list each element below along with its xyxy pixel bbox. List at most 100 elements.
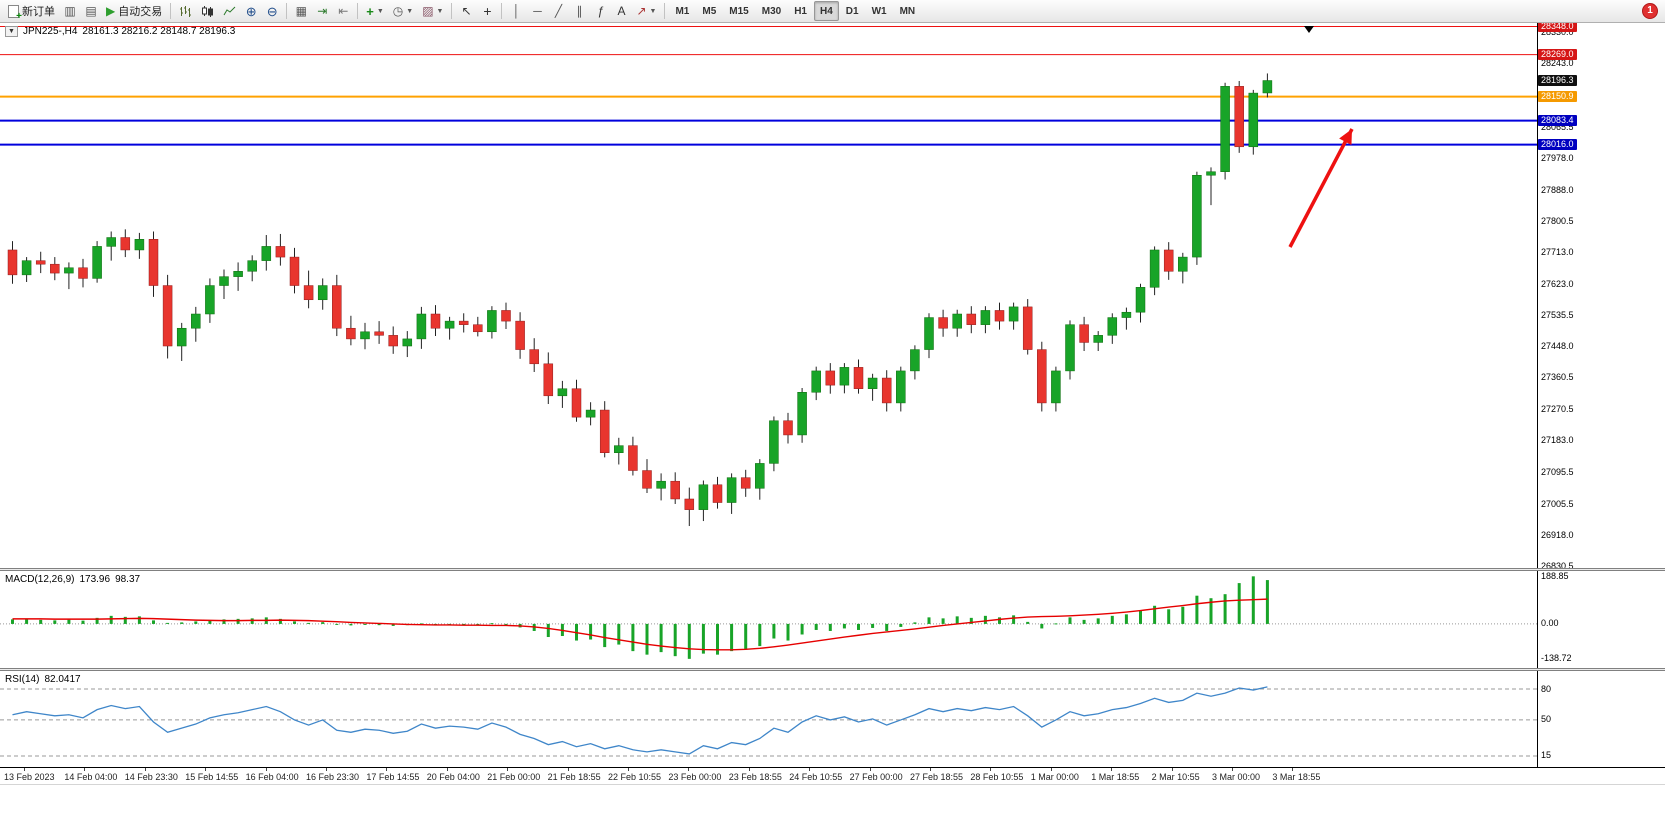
time-axis-label: 27 Feb 00:00 [849, 772, 903, 782]
fibonacci-button[interactable]: ƒ [590, 1, 610, 21]
macd-signal-value: 98.37 [115, 574, 141, 585]
time-axis-tick [446, 768, 448, 771]
cursor-button[interactable]: ↖ [456, 1, 476, 21]
time-axis[interactable]: 13 Feb 2023 14 Feb 04:00 14 Feb 23:30 15 Fe… [0, 767, 1665, 785]
time-axis-tick [1292, 768, 1294, 771]
autotrading-label: 自动交易 [118, 6, 163, 18]
market-watch-button[interactable]: ▥ [60, 1, 80, 21]
macd-header: MACD(12,26,9) 173.96 98.37 [5, 574, 140, 585]
macd-name: MACD(12,26,9) [5, 574, 75, 585]
cursor-icon: ↖ [461, 4, 472, 18]
new-order-button[interactable]: 新订单 [4, 1, 59, 22]
channel-icon: ∥ [576, 4, 583, 18]
macd-svg[interactable] [0, 571, 1537, 668]
timeframe-h4-button[interactable]: H4 [813, 1, 839, 21]
tile-windows-button[interactable]: ▦ [291, 1, 311, 21]
fibonacci-icon: ƒ [597, 4, 604, 18]
arrows-button[interactable]: ↗ ▼ [632, 1, 660, 21]
price-axis[interactable]: 28330.0 28243.0 28065.5 27978.0 27888.0 27800… [1537, 23, 1665, 568]
timeframe-d1-button[interactable]: D1 [840, 1, 865, 21]
crosshair-icon: + [483, 3, 492, 19]
horizontal-line-icon: ─ [533, 4, 542, 18]
zoom-out-button[interactable]: ⊖ [262, 1, 282, 21]
price-tick: 27448.0 [1541, 341, 1574, 352]
timeframe-m5-button[interactable]: M5 [696, 1, 722, 21]
time-axis-label: 28 Feb 10:55 [970, 772, 1024, 782]
timeframe-m1-button[interactable]: M1 [669, 1, 695, 21]
auto-scroll-button[interactable]: ⇥ [312, 1, 332, 21]
timeframe-mn-button[interactable]: MN [894, 1, 922, 21]
rsi-axis[interactable]: 80 50 15 [1537, 671, 1665, 767]
time-axis-tick [930, 768, 931, 771]
level-price-label: 28269.0 [1538, 49, 1577, 61]
rsi-name: RSI(14) [5, 674, 40, 685]
indicators-button[interactable]: + ▼ [362, 1, 388, 21]
price-tick: 27095.5 [1541, 466, 1574, 477]
zoom-out-icon: ⊖ [266, 3, 278, 19]
time-axis-tick [869, 768, 871, 771]
trend-arrow-annotation[interactable] [1288, 128, 1354, 248]
time-axis-label: 27 Feb 18:55 [910, 772, 964, 782]
timeframe-m15-button[interactable]: M15 [723, 1, 754, 21]
rsi-pane[interactable]: RSI(14) 82.0417 [0, 671, 1537, 767]
time-axis-tick [628, 768, 629, 771]
level-price-label: 28150.9 [1538, 91, 1577, 103]
price-tick: 27270.5 [1541, 404, 1574, 415]
price-tick: 28065.5 [1541, 121, 1574, 132]
vertical-line-button[interactable]: │ [506, 1, 526, 21]
candlestick-chart-button[interactable] [197, 1, 218, 21]
price-tick: 27800.5 [1541, 215, 1574, 226]
channel-button[interactable]: ∥ [569, 1, 589, 21]
time-axis-tick [205, 768, 207, 771]
main-chart-pane[interactable]: ▼ JPN225-,H4 28161.3 28216.2 28148.7 281… [0, 23, 1537, 568]
market-watch-icon: ▥ [64, 4, 76, 18]
price-tick: 27535.5 [1541, 310, 1574, 321]
time-axis-label: 17 Feb 14:55 [366, 772, 420, 782]
text-icon: A [617, 4, 626, 18]
ohlc-values: 28161.3 28216.2 28148.7 28196.3 [82, 26, 236, 37]
zoom-in-button[interactable]: ⊕ [241, 1, 261, 21]
templates-button[interactable]: ▨ ▼ [418, 1, 447, 21]
vertical-line-icon: │ [512, 4, 521, 18]
macd-axis[interactable]: 188.85 0.00 -138.72 [1537, 571, 1665, 668]
time-axis-label: 24 Feb 10:55 [789, 772, 843, 782]
price-tick: 27183.0 [1541, 435, 1574, 446]
time-axis-label: 14 Feb 23:30 [124, 772, 178, 782]
timeframe-m30-button[interactable]: M30 [756, 1, 787, 21]
macd-pane[interactable]: MACD(12,26,9) 173.96 98.37 [0, 571, 1537, 668]
timeframe-w1-button[interactable]: W1 [866, 1, 893, 21]
crosshair-button[interactable]: + [477, 1, 497, 21]
autotrading-button[interactable]: ▶ 自动交易 [102, 1, 166, 21]
templates-icon: ▨ [422, 4, 434, 18]
periods-button[interactable]: ◷ ▼ [389, 1, 417, 21]
time-axis-tick [1111, 768, 1113, 771]
text-button[interactable]: A [611, 1, 631, 21]
trendline-button[interactable]: ╱ [548, 1, 568, 21]
main-chart-svg[interactable] [0, 23, 1537, 568]
level-lines[interactable] [0, 26, 1537, 146]
line-chart-button[interactable] [219, 1, 240, 21]
timeframe-group: M1 M5 M15 M30 H1 H4 D1 W1 MN [669, 1, 921, 21]
symbol-timeframe-label: JPN225-,H4 [22, 26, 78, 37]
timeframe-h1-button[interactable]: H1 [788, 1, 813, 21]
time-axis-tick [326, 768, 327, 771]
time-axis-tick [567, 768, 569, 771]
price-tick: 26918.0 [1541, 529, 1574, 540]
chevron-down-icon: ▼ [406, 7, 414, 15]
chart-shift-button[interactable]: ⇤ [333, 1, 353, 21]
notification-badge[interactable]: 1 [1642, 3, 1658, 19]
time-axis-label: 16 Feb 04:00 [245, 772, 299, 782]
toolbar-separator [170, 3, 172, 19]
rsi-svg[interactable] [0, 671, 1537, 767]
pane-resize-handle[interactable] [0, 668, 1665, 671]
chart-shift-marker[interactable] [1304, 26, 1314, 33]
pane-resize-handle[interactable] [0, 568, 1665, 571]
level-price-label: 28083.4 [1538, 115, 1577, 127]
symbol-menu-icon[interactable]: ▼ [5, 26, 18, 37]
bar-chart-button[interactable] [175, 1, 196, 21]
horizontal-line-button[interactable]: ─ [527, 1, 547, 21]
data-window-button[interactable]: ▤ [81, 1, 101, 21]
rsi-axis-tick: 50 [1541, 714, 1552, 725]
time-axis-label: 13 Feb 2023 [4, 772, 55, 782]
time-axis-tick [688, 768, 690, 771]
